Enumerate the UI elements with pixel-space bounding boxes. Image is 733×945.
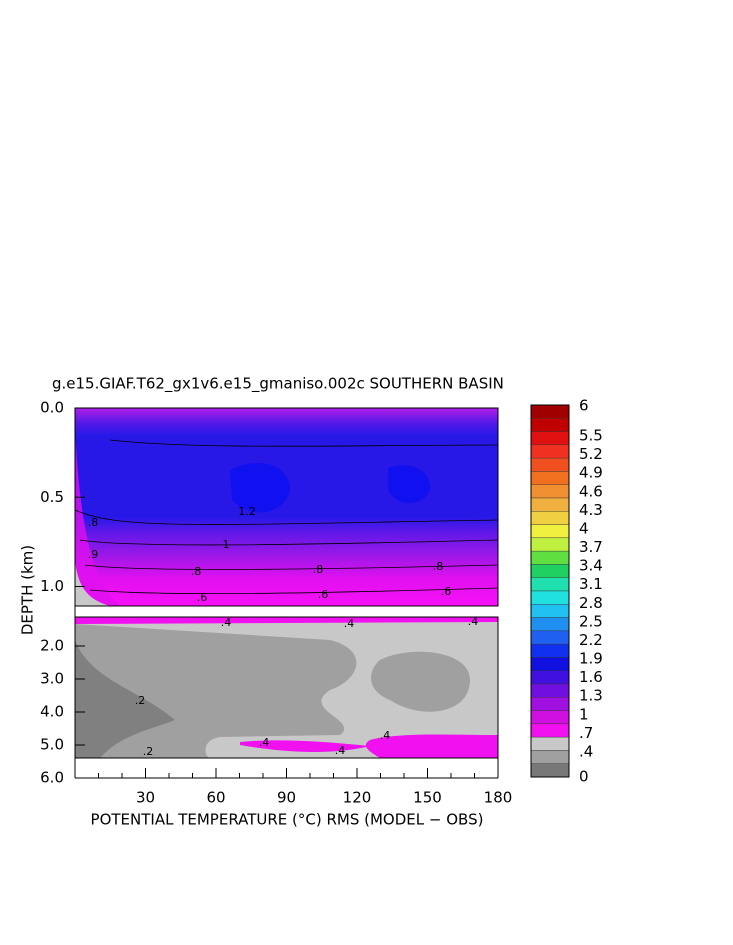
colorbar-label: .4 [579,743,593,761]
contour-label: .6 [197,591,208,604]
top-frame [74,407,499,607]
colorbar-band [530,657,570,671]
colorbar-band [530,670,570,685]
colorbar-band [530,444,570,459]
colorbar-band [530,404,570,419]
colorbar-band [530,697,570,711]
x-tick-label: 150 [413,789,442,807]
colorbar-band [530,590,570,605]
colorbar-band [530,418,570,432]
colorbar-band [530,630,570,645]
colorbar-label: 2.8 [579,594,603,612]
colorbar-band [530,537,570,552]
x-tick-label: 180 [484,789,513,807]
colorbar-label: 1.3 [579,687,603,705]
colorbar-band [530,471,570,485]
colorbar-label: 4.6 [579,482,603,500]
y-axis-label: DEPTH (km) [19,545,37,635]
x-tick-label: 120 [343,789,372,807]
contour-label: .4 [380,729,391,742]
contour-label: .4 [335,744,346,757]
contour-line [74,509,499,525]
colorbar-label: 2.2 [579,631,603,649]
colorbar-band [530,497,570,512]
colorbar-band [530,431,570,446]
colorbar-band [530,511,570,525]
contour-line [79,539,499,546]
contour-label: .4 [259,736,270,749]
contour-line [109,439,499,447]
colorbar-label: 1.9 [579,650,603,668]
colorbar-band [530,524,570,539]
colorbar-band [530,750,570,764]
contour-label: .2 [143,745,154,758]
colorbar-band [530,550,570,565]
chart-title: g.e15.GIAF.T62_gx1v6.e15_gmaniso.002c SO… [52,375,504,394]
colorbar-label: 5.5 [579,427,603,445]
colorbar-band [530,564,570,578]
contour-label: .8 [191,565,202,578]
colorbar-band [530,457,570,472]
contour-label: .9 [88,548,99,561]
colorbar-band [530,484,570,499]
colorbar-label: 2.5 [579,612,603,630]
y-tick-label: 1.0 [40,577,64,595]
colorbar-label: 4.3 [579,501,603,519]
contour-label: .6 [441,585,452,598]
colorbar-label: 5.2 [579,445,603,463]
x-axis-label: POTENTIAL TEMPERATURE (°C) RMS (MODEL − … [91,811,484,829]
colorbar-band [530,736,570,751]
y-tick-label: 2.0 [40,637,64,655]
colorbar-label: 4 [579,519,589,537]
x-tick-label: 90 [277,789,296,807]
colorbar-label: 3.4 [579,557,603,575]
contour-label: .2 [135,694,146,707]
contour-label: 1.2 [238,505,256,518]
colorbar-label: 1.6 [579,668,603,686]
colorbar-label: .7 [579,724,593,742]
colorbar-label: 4.9 [579,464,603,482]
colorbar-frame [530,404,570,778]
colorbar-band [530,710,570,725]
colorbar-band [530,604,570,618]
colorbar-label: 1 [579,705,589,723]
colorbar-band [530,643,570,658]
colorbar-label: 6 [579,397,589,415]
x-tick-label: 30 [136,789,155,807]
colorbar-band [530,763,570,778]
colorbar-band [530,723,570,738]
y-tick-label: 0.0 [40,399,64,417]
contour-line [84,564,499,570]
colorbar-band [530,683,570,698]
contour-label: .4 [221,616,232,629]
contour-label: .4 [468,615,479,628]
x-tick-label: 60 [206,789,225,807]
y-tick-label: 6.0 [40,769,64,787]
contour-line [89,587,499,595]
contour-fill [75,408,498,758]
colorbar-label: 3.7 [579,538,603,556]
contour-label: .6 [318,588,329,601]
y-tick-label: 5.0 [40,736,64,754]
contour-label: .8 [88,516,99,529]
colorbar-label: 0 [579,768,589,786]
y-tick-label: 4.0 [40,703,64,721]
contour-label: .4 [344,617,355,630]
y-tick-label: 0.5 [40,488,64,506]
colorbar-label: 3.1 [579,575,603,593]
contour-label: 1 [223,538,230,551]
colorbar-band [530,617,570,632]
y-tick-label: 3.0 [40,670,64,688]
colorbar-band [530,577,570,592]
contour-label: .8 [313,563,324,576]
